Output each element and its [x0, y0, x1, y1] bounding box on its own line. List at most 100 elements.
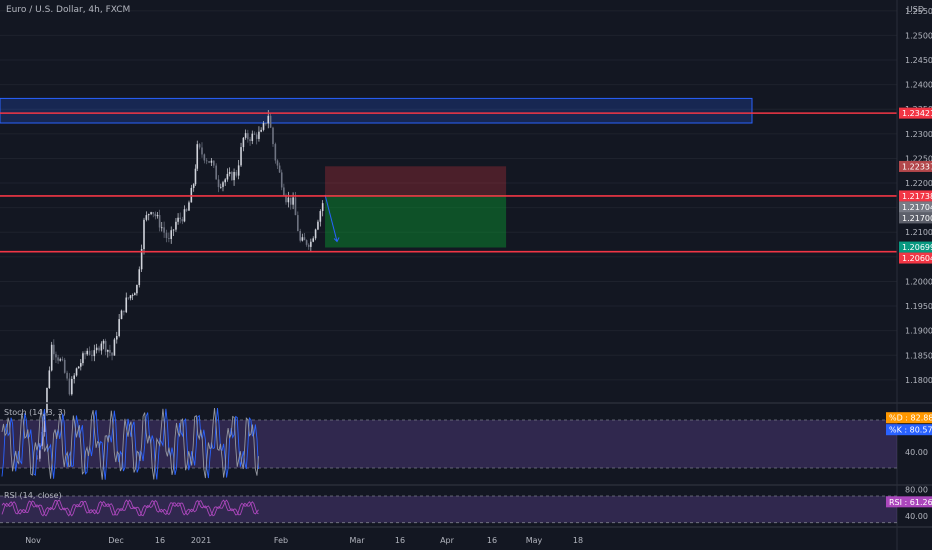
- currency-label: USD: [906, 5, 924, 14]
- time-tick: 16: [155, 536, 165, 545]
- candle-body: [255, 134, 258, 139]
- time-tick: Dec: [108, 536, 123, 545]
- candle-body: [133, 293, 136, 296]
- candle-body: [170, 230, 173, 239]
- candle-body: [226, 173, 229, 180]
- candle-body: [50, 344, 53, 371]
- candle-body: [66, 372, 68, 379]
- price-tick: 1.18500: [905, 351, 932, 360]
- candle-body: [131, 295, 134, 296]
- stoch-label[interactable]: Stoch (14, 3, 3): [4, 408, 66, 417]
- candle-body: [292, 197, 294, 205]
- candle-body: [237, 165, 240, 176]
- candle-body: [217, 179, 220, 188]
- level-tag-label: 1.23421: [902, 109, 932, 118]
- candle-body: [228, 172, 231, 174]
- candle-body: [185, 209, 188, 211]
- price-tag-label: 1.22337: [902, 162, 932, 171]
- time-tick: 18: [573, 536, 583, 545]
- candle-body: [82, 353, 84, 364]
- candle-body: [222, 182, 224, 187]
- candle-body: [196, 144, 199, 169]
- candle-body: [260, 129, 262, 132]
- price-tags: 1.22337 1.21738 1.21704 1.21700 1.20699 1.206…: [899, 107, 932, 264]
- candle-body: [160, 227, 163, 229]
- level-tag: [899, 107, 932, 119]
- candle-body: [71, 378, 73, 395]
- price-tick: 1.18000: [905, 376, 932, 385]
- candle-body: [80, 363, 82, 367]
- projection-arrow[interactable]: [324, 194, 340, 243]
- price-tick: 1.20000: [905, 277, 932, 286]
- candle-body: [59, 359, 62, 361]
- candle-body: [57, 357, 59, 361]
- candle-body: [77, 366, 80, 369]
- rsi-tag-label: RSI : 61.26: [889, 498, 932, 507]
- candle-body: [118, 319, 120, 337]
- price-tag-label: 1.20604: [902, 254, 932, 263]
- candle-body: [179, 217, 182, 220]
- candle-body: [154, 213, 157, 217]
- position-reward-area[interactable]: [325, 194, 507, 248]
- candle-body: [188, 202, 190, 211]
- price-tick: 1.19500: [905, 302, 932, 311]
- candle-body: [321, 203, 324, 212]
- rsi-label[interactable]: RSI (14, close): [4, 491, 62, 500]
- price-tag-label: 1.20699: [902, 243, 932, 252]
- candle-body: [192, 184, 195, 188]
- position-risk-area[interactable]: [325, 166, 507, 195]
- candle-body: [253, 133, 256, 135]
- candle-body: [272, 127, 274, 145]
- candle-body: [113, 339, 116, 356]
- candle-body: [86, 350, 88, 355]
- candle-body: [201, 147, 203, 155]
- horizontal-levels[interactable]: [0, 112, 897, 253]
- candle-body: [319, 211, 322, 222]
- candle-body: [168, 238, 170, 239]
- candle-body: [285, 195, 287, 203]
- candle-body: [84, 353, 86, 355]
- candle-body: [249, 139, 251, 141]
- price-axis[interactable]: 1.255001.250001.245001.240001.235001.230…: [905, 7, 932, 521]
- candle-body: [297, 215, 299, 232]
- candle-body: [145, 215, 148, 220]
- candle-body: [39, 445, 41, 459]
- candle-body: [305, 240, 308, 245]
- osc-line-1: [1, 499, 259, 517]
- candle-body: [36, 458, 39, 460]
- price-tick: 1.25500: [905, 7, 932, 16]
- candle-body: [269, 115, 272, 128]
- candle-body: [102, 340, 105, 344]
- candle-body: [158, 215, 161, 228]
- candle-body: [104, 340, 107, 352]
- candle-body: [283, 187, 285, 196]
- time-axis[interactable]: Nov Dec 16 2021 Feb Mar 16 Apr 16 May 18: [25, 536, 583, 545]
- time-tick: 2021: [191, 536, 211, 545]
- candle-body: [127, 297, 130, 299]
- candle-body: [68, 378, 71, 395]
- candle-body: [63, 359, 66, 373]
- time-tick: May: [526, 536, 543, 545]
- stoch-d-tag-label: %D : 82.88: [889, 414, 932, 423]
- candle-body: [213, 160, 215, 166]
- time-tick: Nov: [25, 536, 41, 545]
- stoch-d-tag: [886, 412, 932, 424]
- candle-body: [219, 186, 222, 188]
- candle-body: [147, 214, 150, 216]
- candle-body: [303, 237, 306, 241]
- candle-body: [262, 123, 265, 130]
- osc-line-2: [1, 499, 259, 517]
- candle-body: [235, 172, 238, 176]
- price-tag-label: 1.21704: [902, 203, 932, 212]
- candle-body: [88, 350, 91, 355]
- osc-line-2: [1, 407, 259, 480]
- candle-body: [115, 336, 118, 340]
- price-series: [36, 110, 324, 462]
- candle-body: [150, 212, 152, 215]
- candle-body: [208, 161, 210, 163]
- candle-body: [247, 133, 249, 140]
- resistance-zone[interactable]: [0, 97, 753, 124]
- candle-body: [301, 237, 304, 241]
